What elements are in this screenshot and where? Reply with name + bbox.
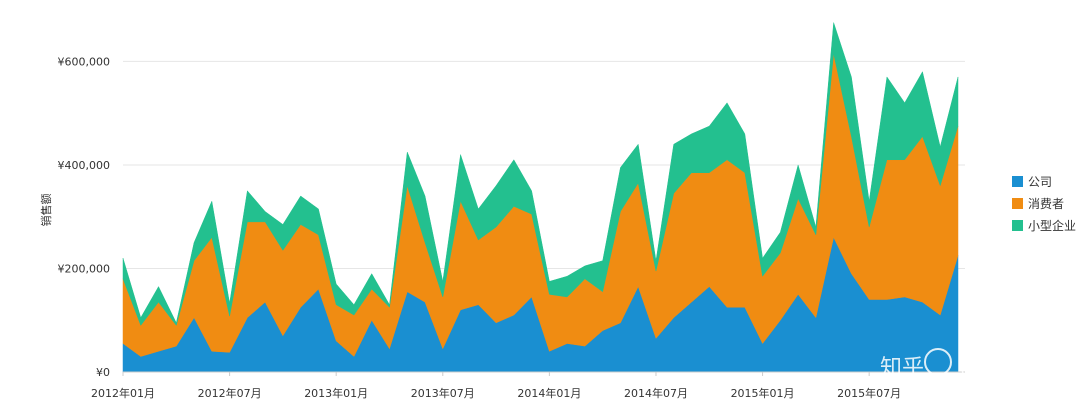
x-tick-label: 2013年07月 [411, 386, 475, 400]
x-tick-label: 2014年07月 [624, 386, 688, 400]
watermark-handle: @看不透 [960, 356, 1048, 381]
area-series-2 [122, 22, 959, 326]
legend-swatch [1012, 176, 1023, 187]
watermark-brand: 知乎 [880, 356, 924, 381]
stacked-areas [122, 22, 959, 373]
y-axis-title: 销售额 [39, 194, 53, 227]
x-tick-label: 2015年01月 [731, 386, 795, 400]
y-tick-label: ¥400,000 [58, 159, 111, 172]
axes: ¥0 ¥200,000 ¥400,000 ¥600,000 2012年01月 2012年0… [58, 55, 965, 400]
watermark: 知乎 @看不透 [880, 348, 1048, 381]
y-tick-label: ¥0 [96, 366, 110, 379]
x-tick-label: 2013年01月 [304, 386, 368, 400]
legend-label: 小型企业 [1028, 218, 1076, 233]
x-tick-label: 2015年07月 [837, 386, 901, 400]
watermark-logo-icon [924, 348, 952, 376]
legend-label: 公司 [1028, 175, 1052, 189]
x-tick-label: 2014年01月 [517, 386, 581, 400]
legend-label: 消费者 [1028, 197, 1064, 211]
x-tick-label: 2012年01月 [91, 386, 155, 400]
x-tick-label: 2012年07月 [198, 386, 262, 400]
y-tick-label: ¥600,000 [58, 55, 111, 68]
legend-swatch [1012, 198, 1023, 209]
legend-swatch [1012, 220, 1023, 231]
y-tick-label: ¥200,000 [58, 262, 111, 275]
